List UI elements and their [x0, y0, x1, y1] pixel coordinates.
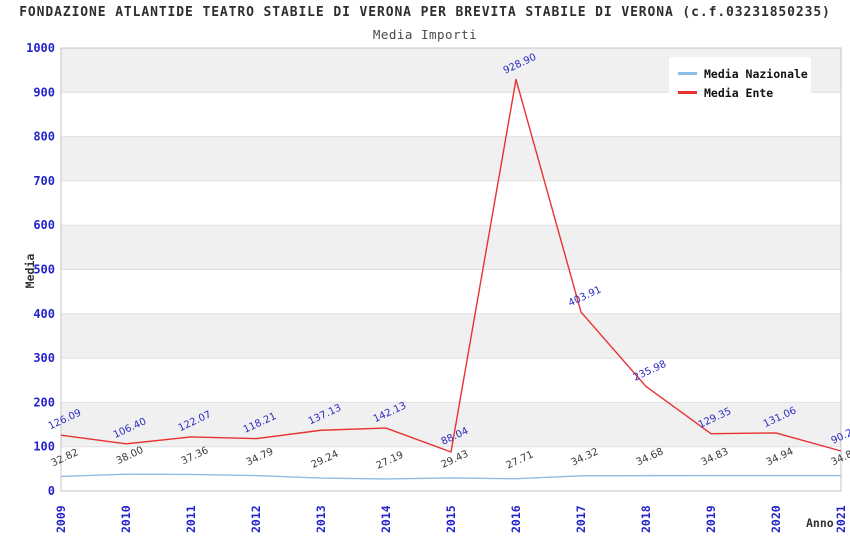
x-tick-label: 2019 — [704, 505, 718, 533]
series-line-media-nazionale — [60, 473, 842, 480]
data-label-media-nazionale: 38.00 — [115, 445, 146, 467]
y-tick-label: 300 — [33, 351, 55, 365]
ente-line-swatch-icon — [678, 91, 697, 94]
plot-band — [61, 136, 841, 181]
y-tick-label: 800 — [33, 130, 55, 144]
data-label-media-nazionale: 34.94 — [765, 446, 796, 468]
x-tick-label: 2013 — [314, 505, 328, 533]
plot-band — [61, 225, 841, 270]
x-axis-title: Anno — [806, 516, 834, 530]
y-tick-label: 200 — [33, 395, 55, 409]
legend: Media Nazionale Media Ente — [669, 57, 811, 104]
chart-title: FONDAZIONE ATLANTIDE TEATRO STABILE DI V… — [19, 5, 831, 20]
plot-border — [60, 47, 842, 492]
x-tick-label: 2014 — [379, 505, 393, 533]
data-label-media-nazionale: 29.43 — [440, 449, 471, 471]
x-tick-label: 2021 — [834, 505, 848, 533]
data-label-media-nazionale: 34.79 — [245, 446, 276, 468]
y-tick-label: 600 — [33, 218, 55, 232]
x-tick-label: 2020 — [769, 505, 783, 533]
y-tick-label: 400 — [33, 307, 55, 321]
chart-subtitle: Media Importi — [372, 27, 478, 42]
series-line-media-ente — [60, 78, 842, 453]
y-tick-label: 500 — [33, 263, 55, 277]
data-label-media-nazionale: 34.68 — [635, 446, 666, 468]
x-tick-label: 2010 — [119, 505, 133, 533]
data-label-media-nazionale: 34.83 — [700, 446, 731, 468]
legend-label-media-nazionale: Media Nazionale — [704, 66, 808, 81]
y-tick-label: 700 — [33, 174, 55, 188]
x-tick-label: 2011 — [184, 505, 198, 533]
data-label-media-ente: 403.91 — [567, 284, 603, 309]
y-axis-title: Media — [23, 253, 37, 289]
x-tick-label: 2009 — [54, 505, 68, 533]
x-tick-label: 2016 — [509, 505, 523, 533]
y-tick-label: 0 — [48, 484, 55, 498]
y-tick-label: 900 — [33, 85, 55, 99]
x-tick-label: 2017 — [574, 505, 588, 533]
legend-item-media-ente: Media Ente — [678, 83, 811, 102]
plot-band — [61, 402, 841, 447]
y-tick-label: 1000 — [26, 41, 55, 55]
x-tick-label: 2015 — [444, 505, 458, 533]
plot-band — [61, 313, 841, 359]
legend-label-media-ente: Media Ente — [704, 85, 774, 100]
x-tick-label: 2018 — [639, 505, 653, 533]
data-label-media-nazionale: 27.71 — [505, 449, 536, 471]
x-tick-label: 2012 — [249, 505, 263, 533]
legend-item-media-nazionale: Media Nazionale — [678, 64, 811, 83]
data-label-media-nazionale: 27.19 — [375, 450, 406, 472]
data-label-media-ente: 235.98 — [632, 359, 668, 384]
data-label-media-nazionale: 34.32 — [570, 446, 601, 468]
data-label-media-nazionale: 34.83 — [830, 446, 850, 468]
nazionale-line-swatch-icon — [678, 72, 697, 75]
data-label-media-nazionale: 29.24 — [310, 449, 341, 471]
data-label-media-nazionale: 37.36 — [180, 445, 211, 467]
y-tick-label: 100 — [33, 440, 55, 454]
